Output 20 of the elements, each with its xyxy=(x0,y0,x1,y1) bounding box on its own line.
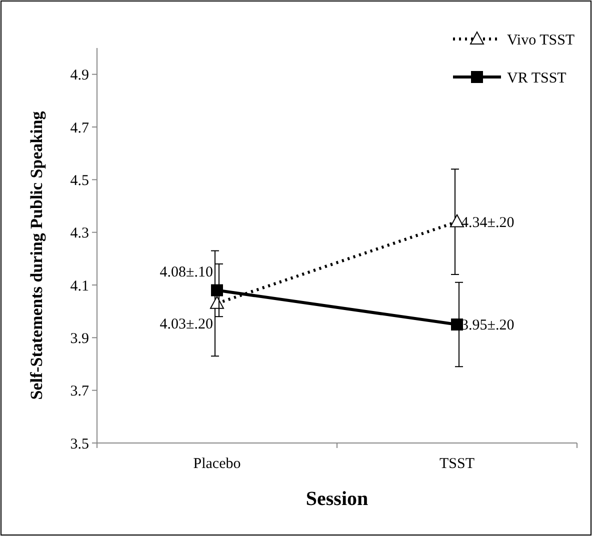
y-tick-label: 4.1 xyxy=(70,278,89,294)
y-tick-label: 3.5 xyxy=(70,436,89,452)
y-tick-label: 4.3 xyxy=(70,226,89,242)
y-tick-label: 4.5 xyxy=(70,172,89,189)
y-axis-title: Self-Statements during Public Speaking xyxy=(27,110,46,400)
data-label: 4.03±.20 xyxy=(160,316,213,332)
data-label: 4.08±.10 xyxy=(160,264,213,280)
data-label: 3.95±.20 xyxy=(461,318,514,334)
point xyxy=(451,318,463,330)
y-tick-label: 4.7 xyxy=(70,120,90,136)
x-tick-label: TSST xyxy=(439,456,475,472)
y-tick-label: 3.7 xyxy=(70,384,90,400)
x-tick-label: Placebo xyxy=(193,456,241,472)
data-label: 4.34±.20 xyxy=(461,214,514,231)
y-tick-label: 3.9 xyxy=(70,330,89,347)
legend-label: Vivo TSST xyxy=(507,32,575,48)
legend-label: VR TSST xyxy=(507,70,566,86)
point xyxy=(211,284,223,296)
y-tick-label: 4.9 xyxy=(70,68,89,84)
x-axis-title: Session xyxy=(306,488,368,510)
